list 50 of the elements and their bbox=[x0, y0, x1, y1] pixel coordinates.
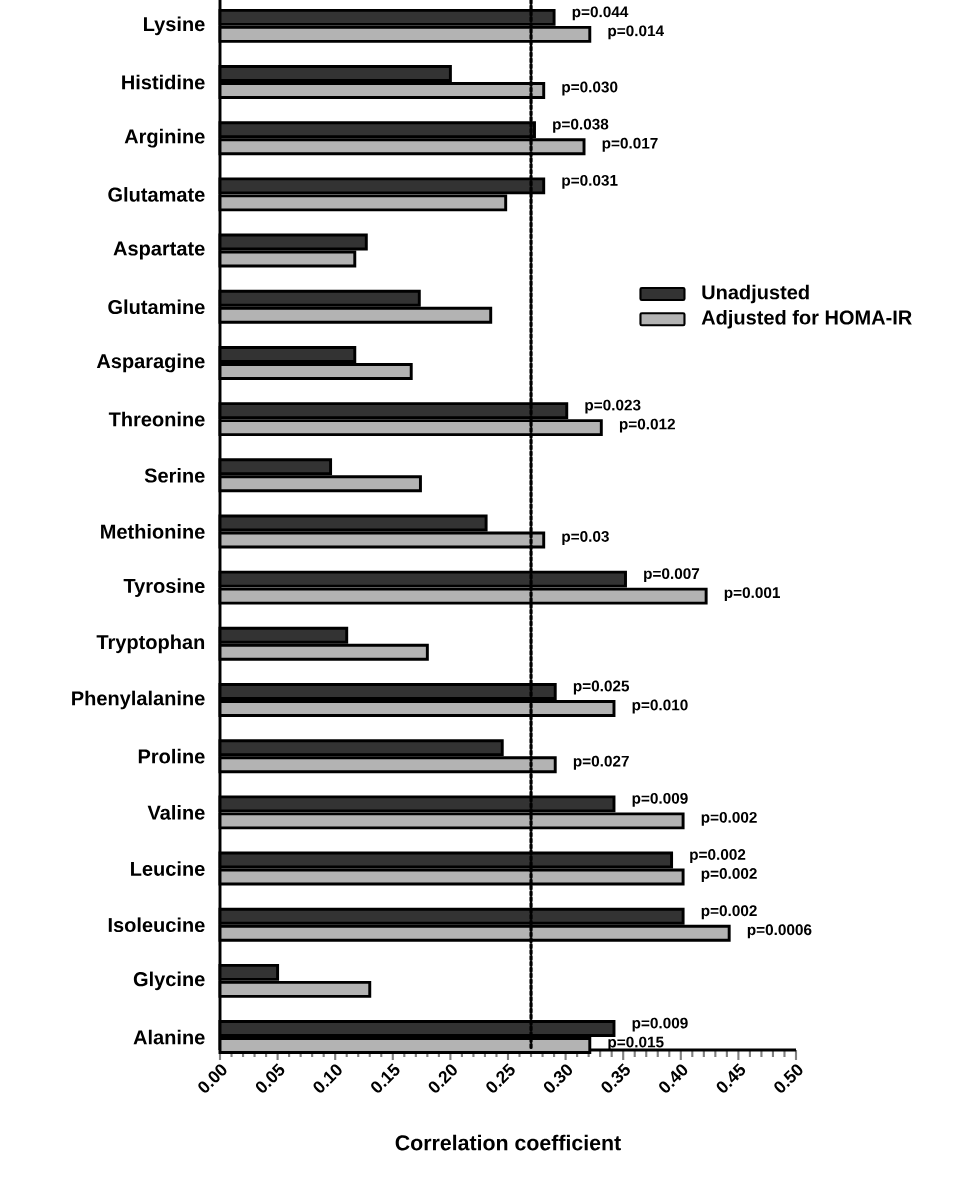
y-tick-label: Histidine bbox=[122, 74, 205, 90]
annotation: p=0.03 bbox=[562, 531, 609, 545]
x-tick-label: 0.50 bbox=[774, 1064, 803, 1093]
x-axis-title: Correlation coefficient bbox=[395, 1134, 621, 1151]
y-tick-label: Arginine bbox=[124, 128, 205, 148]
legend-label: Unadjusted bbox=[702, 284, 809, 304]
annotation: p=0.001 bbox=[724, 587, 780, 602]
annotation: p=0.002 bbox=[701, 905, 757, 920]
annotation: p=0.027 bbox=[573, 755, 629, 770]
y-tick-label: Tyrosine bbox=[123, 578, 205, 597]
y-tick-label: Glutamine bbox=[108, 299, 205, 315]
y-tick-label: Methionine bbox=[101, 524, 205, 539]
annotation: p=0.025 bbox=[573, 680, 630, 695]
y-tick-label: Proline bbox=[138, 748, 205, 764]
x-tick-label: 0.20 bbox=[428, 1064, 457, 1093]
annotation: p=0.023 bbox=[585, 399, 641, 414]
y-tick-label: Alanine bbox=[133, 1029, 205, 1045]
y-tick-label: Lysine bbox=[144, 16, 205, 36]
annotation: p=0.017 bbox=[602, 137, 658, 152]
y-tick-label: Tryptophan bbox=[96, 634, 205, 654]
y-tick-label: Threonine bbox=[108, 411, 205, 427]
annotation: p=0.002 bbox=[690, 849, 746, 863]
x-tick-label: 0.30 bbox=[543, 1064, 573, 1093]
annotation: p=0.007 bbox=[644, 568, 700, 583]
annotation: p=0.014 bbox=[608, 25, 664, 40]
y-tick-label: Glutamate bbox=[108, 187, 205, 202]
annotation: p=0.015 bbox=[608, 1036, 664, 1051]
y-tick-label: Valine bbox=[147, 805, 205, 820]
y-tick-label: Leucine bbox=[131, 861, 205, 876]
y-tick-label: Isoleucine bbox=[108, 917, 205, 933]
annotation: p=0.044 bbox=[572, 6, 629, 21]
y-tick-label: Glycine bbox=[133, 971, 205, 991]
annotation: p=0.030 bbox=[562, 81, 618, 96]
annotation: p=0.002 bbox=[701, 811, 757, 826]
annotation: p=0.038 bbox=[553, 118, 609, 133]
annotation: p=0.0006 bbox=[747, 924, 812, 939]
annotation: p=0.009 bbox=[632, 792, 688, 807]
x-tick-label: 0.10 bbox=[313, 1064, 342, 1093]
annotation: p=0.009 bbox=[632, 1017, 688, 1032]
annotation: p=0.002 bbox=[701, 868, 757, 882]
legend-label: Adjusted for HOMA-IR bbox=[701, 309, 912, 329]
annotation: p=0.012 bbox=[619, 418, 675, 433]
y-tick-label: Serine bbox=[144, 467, 205, 483]
x-tick-label: 0.00 bbox=[198, 1064, 227, 1093]
y-tick-label: Phenylalanine bbox=[72, 690, 205, 710]
annotation: p=0.010 bbox=[632, 699, 688, 714]
annotation: p=0.031 bbox=[562, 174, 618, 189]
x-tick-label: 0.40 bbox=[659, 1064, 688, 1093]
y-tick-label: Asparagine bbox=[96, 353, 205, 373]
y-tick-label: Aspartate bbox=[113, 241, 205, 260]
